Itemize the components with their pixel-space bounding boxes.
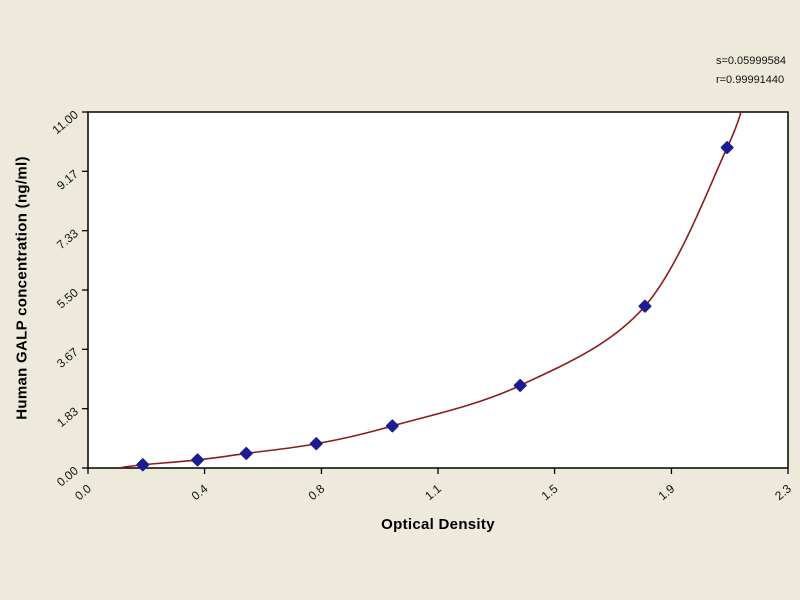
plot-area bbox=[87, 111, 789, 469]
data-point bbox=[136, 458, 150, 472]
x-tick-label: 1.5 bbox=[539, 481, 561, 503]
x-tick-label: 0.0 bbox=[72, 481, 94, 503]
data-point bbox=[191, 453, 205, 467]
y-tick-label: 1.83 bbox=[54, 404, 81, 430]
x-axis-title: Optical Density bbox=[381, 516, 495, 533]
r-value: r=0.99991440 bbox=[715, 73, 785, 86]
y-tick-label: 5.50 bbox=[54, 285, 81, 311]
y-tick-label: 9.17 bbox=[54, 167, 81, 193]
y-tick-label: 11.00 bbox=[50, 107, 82, 137]
s-value: s=0.05999584 bbox=[715, 55, 786, 67]
data-point bbox=[309, 437, 323, 451]
x-tick-label: 0.4 bbox=[189, 481, 211, 503]
x-tick-label: 0.8 bbox=[306, 481, 328, 503]
x-tick-label: 1.9 bbox=[656, 481, 678, 503]
data-point bbox=[385, 419, 399, 433]
data-point bbox=[638, 299, 652, 313]
data-point bbox=[720, 141, 734, 155]
data-point bbox=[513, 378, 527, 392]
data-point bbox=[239, 446, 253, 460]
x-tick-label: 2.3 bbox=[772, 481, 794, 503]
y-tick-label: 7.33 bbox=[54, 226, 81, 252]
x-tick-label: 1.1 bbox=[422, 481, 444, 503]
y-tick-label: 0.00 bbox=[54, 463, 81, 489]
fit-statistics: s=0.05999584 r=0.99991440 bbox=[716, 52, 786, 89]
y-tick-label: 3.67 bbox=[54, 345, 81, 371]
